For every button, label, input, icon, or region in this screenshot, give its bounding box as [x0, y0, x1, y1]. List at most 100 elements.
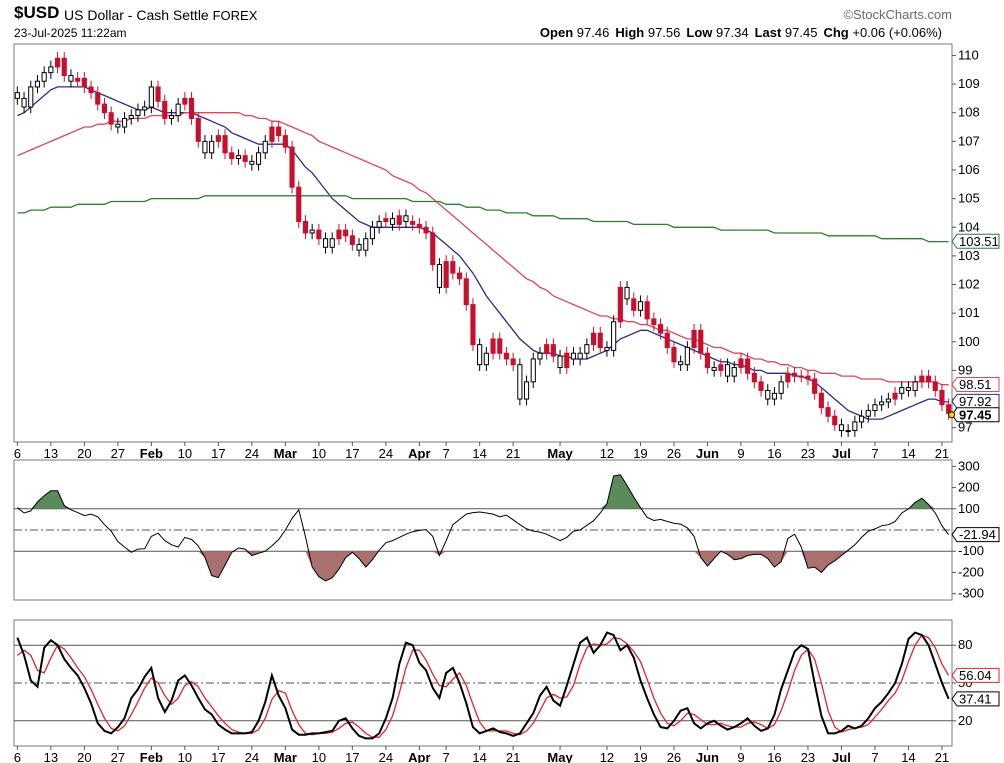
candle	[771, 387, 778, 406]
candle	[490, 332, 496, 360]
candle	[349, 229, 355, 251]
candle	[436, 258, 443, 294]
candle-body	[95, 92, 101, 105]
candle	[95, 86, 101, 111]
candle	[423, 220, 429, 240]
candle	[416, 218, 422, 234]
candle-body	[108, 112, 114, 125]
price-tag-long-box	[951, 233, 1000, 249]
price-ytick-label: 97	[958, 420, 972, 435]
candle	[805, 369, 811, 386]
stoch-tag-k-box	[951, 691, 1000, 707]
candle-body	[416, 223, 422, 228]
candle	[121, 112, 128, 134]
candle	[389, 212, 396, 231]
candle-body	[570, 352, 577, 360]
candle	[684, 341, 690, 371]
candle	[336, 223, 342, 246]
candle-body	[316, 229, 322, 240]
stockcharts-logo[interactable]: ©StockCharts.com	[843, 7, 952, 22]
candle-body	[383, 218, 389, 223]
candle-body	[684, 347, 690, 366]
candle	[845, 424, 851, 437]
candle-body	[631, 298, 637, 311]
candle-body	[704, 352, 711, 369]
candle	[584, 338, 590, 360]
candle-body	[309, 229, 315, 234]
price-tag-long-text: 103.51	[959, 234, 999, 249]
candle	[430, 226, 436, 271]
candle-body	[121, 117, 128, 128]
candle	[865, 404, 871, 423]
candle	[523, 375, 530, 406]
candle	[691, 324, 697, 354]
cci-ytick-label: 100	[958, 501, 980, 516]
candle	[644, 295, 650, 326]
candle	[88, 80, 94, 99]
candle	[61, 52, 67, 82]
candle	[530, 352, 536, 389]
stoch-tag-d: 56.04	[951, 668, 1000, 683]
xtick-label: 14	[901, 446, 915, 461]
xtick-label: 14	[901, 750, 915, 763]
xtick-label: Apr	[408, 750, 430, 763]
candle-body	[711, 367, 717, 371]
stoch-ytick-label: 20	[958, 713, 972, 728]
candle	[450, 255, 456, 280]
xtick-label: Jun	[696, 750, 719, 763]
candle	[443, 255, 449, 294]
candle-body	[604, 347, 610, 351]
xtick-label: 12	[600, 446, 614, 461]
candle	[289, 140, 295, 194]
candle	[21, 92, 27, 114]
candle	[343, 223, 349, 243]
candle-body	[329, 238, 335, 248]
candle-body	[34, 80, 41, 88]
xtick-label: 19	[633, 750, 647, 763]
candle	[255, 146, 262, 171]
candle	[631, 292, 637, 317]
xtick-label: 6	[14, 446, 21, 461]
candle	[872, 398, 878, 417]
symbol-title: $USD	[14, 3, 60, 22]
candle-body	[523, 381, 530, 400]
xtick-label: 16	[767, 750, 781, 763]
candle	[892, 387, 898, 406]
candle-body	[349, 235, 355, 245]
xtick-label: Jun	[696, 446, 719, 461]
candle	[276, 120, 282, 142]
candle-body	[343, 229, 349, 237]
price-tag-short-box	[951, 393, 1000, 409]
candle-body	[356, 243, 362, 251]
xtick-label: 26	[667, 446, 681, 461]
candle-body	[564, 352, 570, 369]
cci-ytick-label: 300	[958, 458, 980, 473]
candle	[905, 381, 912, 397]
price-tag-mid-box	[951, 376, 1000, 392]
cci-ytick-label: -300	[958, 586, 984, 601]
candle-body	[269, 126, 275, 142]
candle-body	[912, 381, 918, 391]
candle-body	[423, 226, 429, 234]
candle-body	[785, 372, 791, 383]
price-tag-mid: 98.51	[951, 376, 1000, 392]
candle-body	[115, 123, 121, 128]
ma-line-short	[17, 86, 949, 420]
candle-body	[791, 372, 798, 377]
candle-body	[905, 387, 912, 391]
candle	[590, 326, 597, 351]
xtick-label: 10	[312, 446, 326, 461]
candle-body	[490, 338, 496, 354]
candle-body	[718, 364, 724, 371]
candle-body	[624, 286, 630, 300]
candle	[209, 135, 215, 160]
candle-body	[510, 358, 516, 366]
candle	[617, 281, 623, 329]
candle-body	[209, 140, 215, 154]
candle	[75, 72, 81, 88]
candle	[403, 209, 409, 228]
candle-body	[470, 304, 476, 346]
candle	[195, 112, 201, 148]
candle-body	[597, 332, 603, 349]
